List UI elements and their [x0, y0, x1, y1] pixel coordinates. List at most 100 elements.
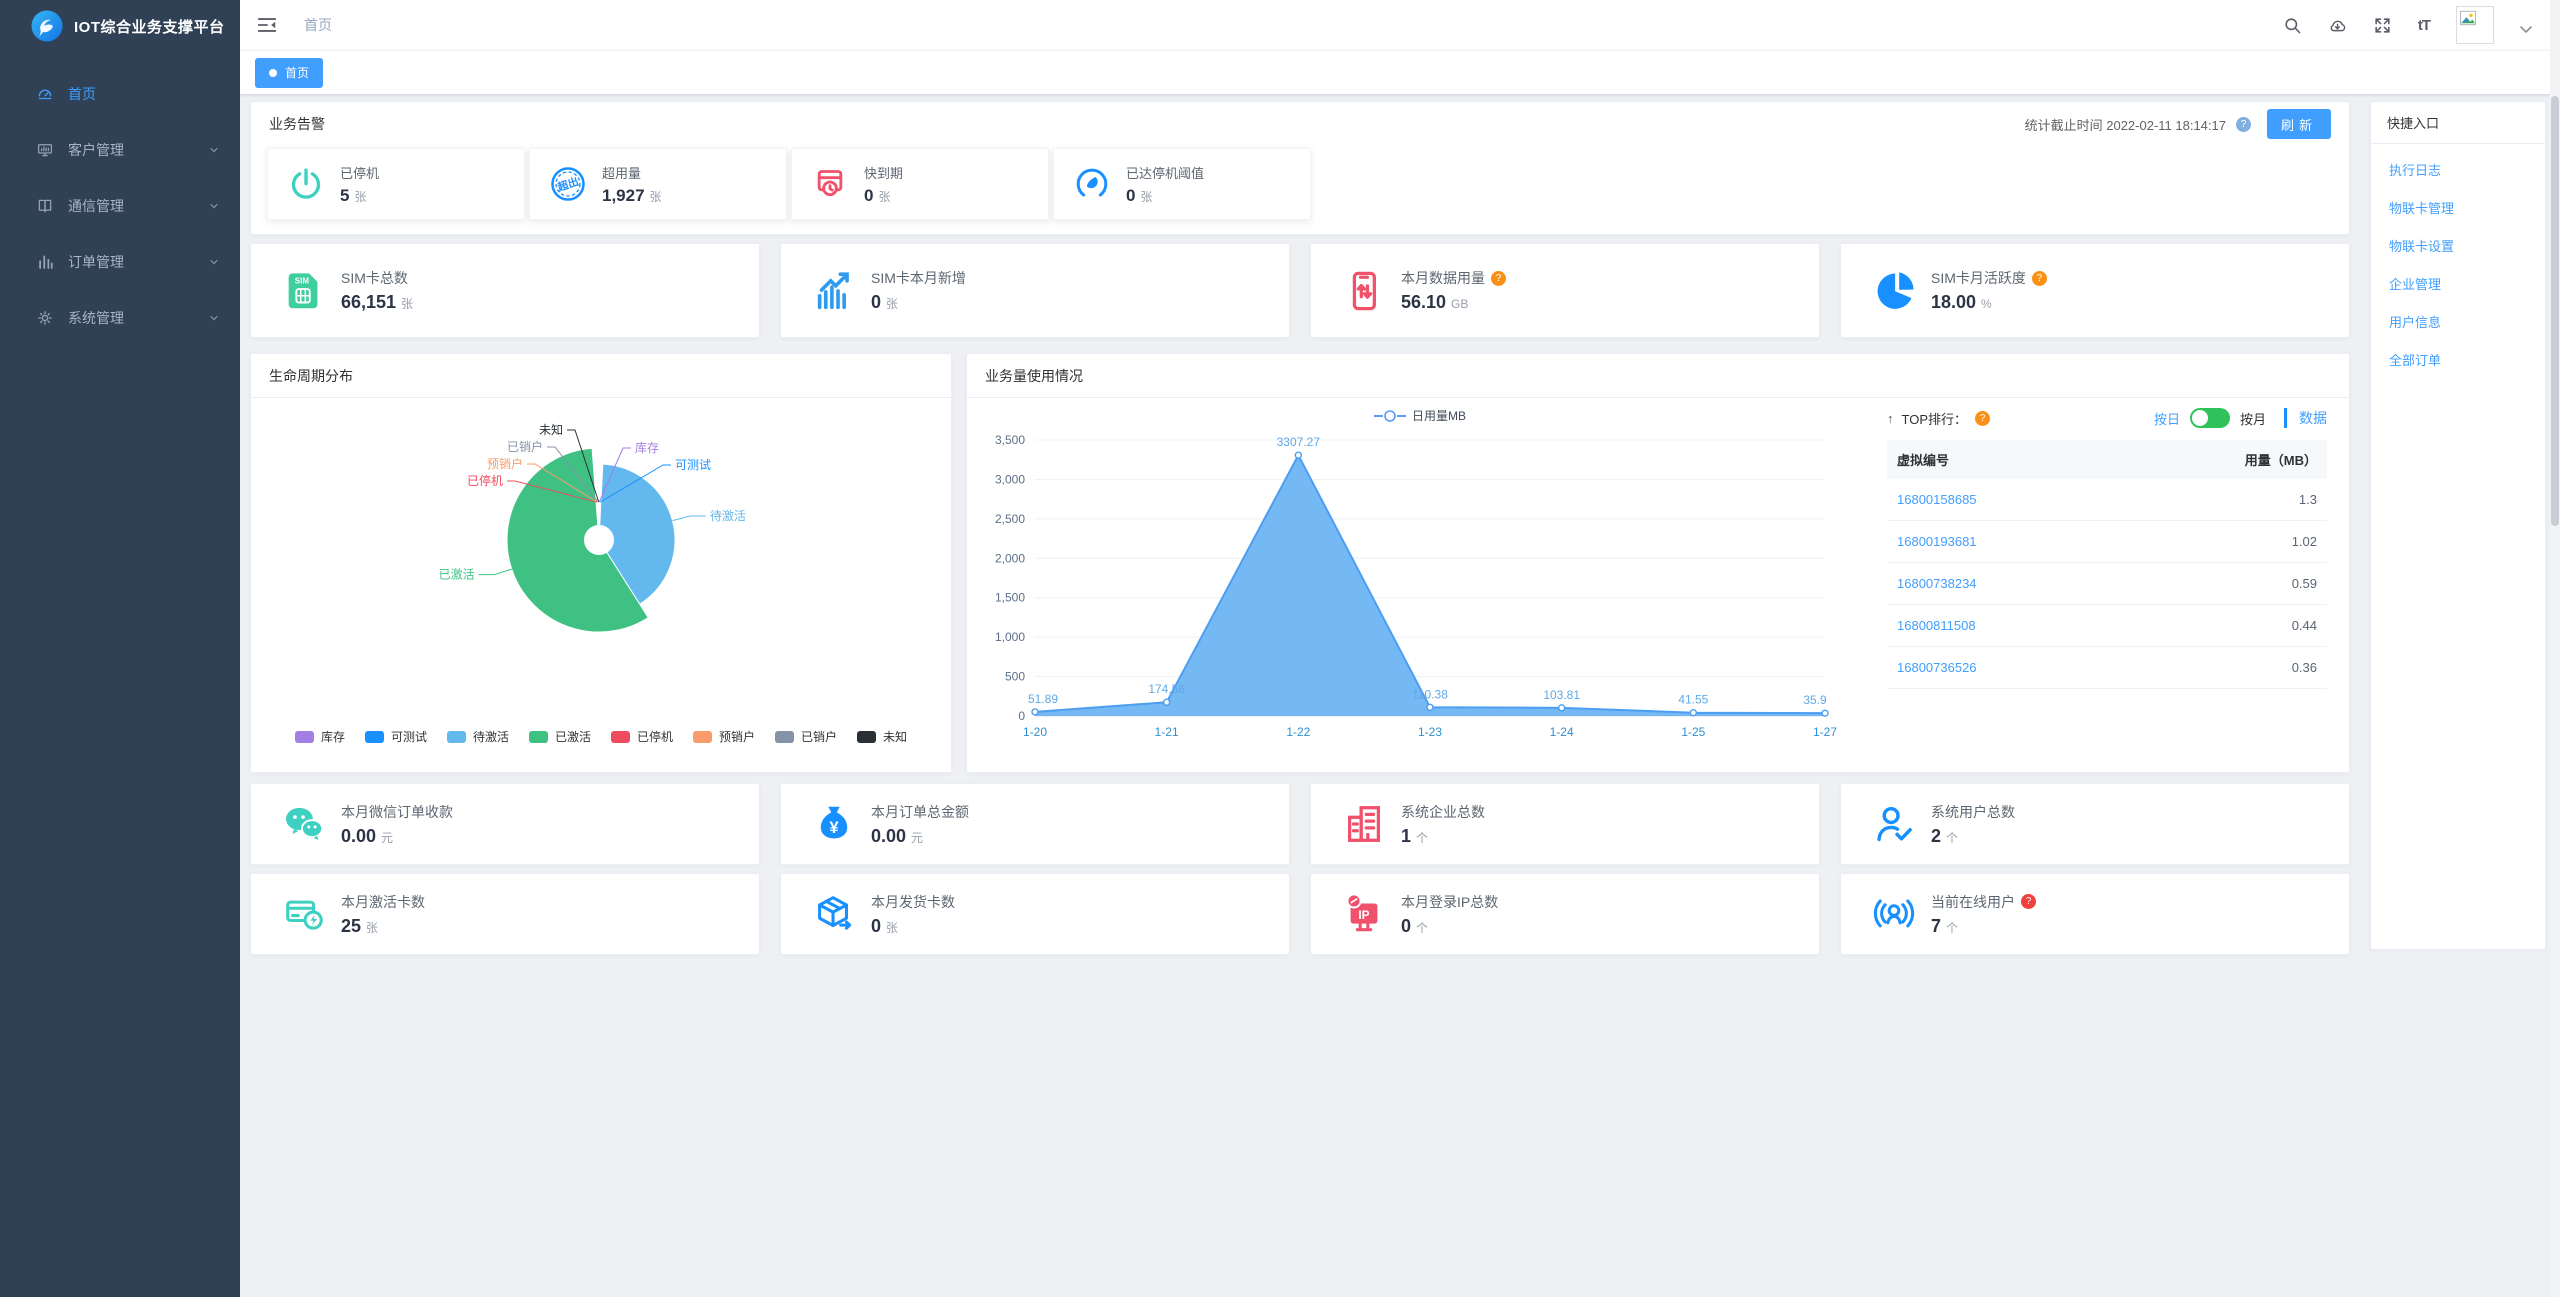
sidebar-item-home[interactable]: 首页 [0, 66, 240, 122]
legend-label: 已销户 [801, 730, 838, 744]
quick-link[interactable]: 全部订单 [2389, 353, 2442, 368]
sidebar-item-orders[interactable]: 订单管理 [0, 234, 240, 290]
sidebar-item-communication[interactable]: 通信管理 [0, 178, 240, 234]
svg-text:1-27: 1-27 [1813, 725, 1837, 739]
mode-by-month[interactable]: 按月 [2239, 411, 2266, 427]
sidebar-collapse-icon[interactable] [256, 14, 278, 36]
help-icon[interactable]: ? [2031, 270, 2047, 286]
sidebar-item-label: 首页 [68, 86, 96, 102]
help-icon[interactable]: ? [2021, 894, 2036, 909]
rank-row: 16800811508 0.44 [1887, 604, 2327, 647]
pie-legend-item[interactable]: 预销户 [693, 728, 755, 745]
rank-sim-number[interactable]: 16800736526 [1897, 660, 1977, 675]
quick-link[interactable]: 执行日志 [2389, 163, 2442, 178]
rank-col-usage: 用量（MB） [2115, 440, 2327, 479]
legend-swatch [693, 730, 713, 743]
rank-sim-number[interactable]: 16800738234 [1897, 576, 1977, 591]
tab-strip: 首页 [240, 50, 2560, 95]
font-size-icon[interactable]: tT [2417, 16, 2431, 34]
pie-legend-item[interactable]: 已激活 [528, 728, 591, 745]
tab-active-dot [269, 68, 277, 77]
usage-card: 业务量使用情况 0 500 1,000 1,500 2,000 2,500 3,000 3,5… [966, 353, 2350, 773]
pie-legend-item[interactable]: 库存 [294, 728, 345, 745]
rank-row: 16800736526 0.36 [1887, 646, 2327, 689]
book-icon [36, 197, 54, 215]
caret-down-icon[interactable] [2520, 21, 2532, 34]
help-icon[interactable]: ? [1491, 270, 1506, 286]
alarm-card-header: 业务告警 统计截止时间 2022-02-11 18:14:17 ? 刷新 [251, 102, 2349, 146]
help-icon[interactable]: ? [2235, 116, 2251, 132]
chevron-down-icon [208, 144, 220, 156]
rank-usage-value: 0.59 [2115, 562, 2327, 605]
svg-text:41.55: 41.55 [1678, 693, 1708, 707]
user-check-icon [1871, 801, 1917, 847]
legend-swatch [611, 730, 630, 743]
pie-icon [1871, 268, 1917, 314]
help-icon[interactable]: ? [1975, 410, 1990, 426]
sidebar-menu: 首页 客户管理 通信管理 订单管理 系统管理 [0, 52, 240, 346]
ip-monitor-icon: IP [1341, 891, 1387, 937]
topbar: 首页 tT [240, 0, 2560, 50]
svg-text:1-21: 1-21 [1155, 725, 1179, 739]
day-month-toggle[interactable] [2189, 408, 2230, 428]
gear-icon [36, 309, 54, 327]
rank-usage-value: 1.02 [2115, 520, 2327, 563]
alarm-card: 业务告警 统计截止时间 2022-02-11 18:14:17 ? 刷新 已停机… [250, 101, 2350, 235]
mode-by-day[interactable]: 按日 [2153, 411, 2180, 427]
sidebar-item-label: 订单管理 [68, 254, 124, 270]
overuse-stamp-icon: 超出 [548, 164, 588, 204]
svg-text:174.56: 174.56 [1148, 682, 1185, 696]
expiry-clock-icon [810, 164, 850, 204]
refresh-button[interactable]: 刷新 [2266, 109, 2331, 139]
svg-text:2,000: 2,000 [995, 551, 1025, 565]
avatar[interactable] [2456, 6, 2494, 44]
rank-title: TOP排行： [1901, 411, 1968, 427]
svg-text:已停机: 已停机 [467, 473, 503, 488]
sidebar-item-customers[interactable]: 客户管理 [0, 122, 240, 178]
search-icon[interactable] [2283, 16, 2302, 35]
wechat-icon [281, 801, 327, 847]
scrollbar-thumb[interactable] [2551, 96, 2559, 526]
gauge-threshold-icon [1072, 164, 1112, 204]
svg-text:1-25: 1-25 [1681, 725, 1705, 739]
svg-text:51.89: 51.89 [1028, 692, 1058, 706]
rank-sim-number[interactable]: 16800193681 [1897, 534, 1977, 549]
pie-legend-item[interactable]: 已停机 [611, 728, 673, 745]
data-button[interactable]: 数据 [2284, 408, 2327, 428]
tab-home[interactable]: 首页 [255, 57, 324, 88]
breadcrumb[interactable]: 首页 [304, 17, 332, 33]
rank-sim-number[interactable]: 16800158685 [1897, 492, 1977, 507]
rank-sim-number[interactable]: 16800811508 [1897, 618, 1976, 633]
svg-text:未知: 未知 [539, 423, 563, 437]
dashboard-icon [36, 85, 54, 103]
quick-link[interactable]: 用户信息 [2389, 315, 2442, 330]
rank-table: 虚拟编号 用量（MB） 16800158685 1.3 16800193681 1.0… [1887, 440, 2327, 689]
rank-row: 16800738234 0.59 [1887, 562, 2327, 605]
sidebar-item-label: 通信管理 [68, 198, 124, 214]
rank-usage-value: 0.44 [2115, 604, 2327, 647]
pie-legend-item[interactable]: 未知 [857, 728, 907, 745]
building-icon [1341, 801, 1387, 847]
power-icon [286, 164, 326, 204]
quick-link[interactable]: 物联卡设置 [2389, 239, 2455, 254]
fullscreen-icon[interactable] [2373, 16, 2392, 35]
svg-text:1-24: 1-24 [1550, 725, 1574, 739]
quick-entry-panel: 快捷入口 执行日志 物联卡管理 物联卡设置 企业管理 用户信息 全部订单 [2370, 101, 2546, 950]
svg-text:110.38: 110.38 [1412, 687, 1448, 701]
legend-swatch [364, 730, 384, 743]
quick-link[interactable]: 企业管理 [2389, 277, 2442, 292]
cloud-download-icon[interactable] [2328, 16, 2347, 35]
pie-legend-item[interactable]: 已销户 [775, 728, 837, 745]
quick-link[interactable]: 物联卡管理 [2389, 201, 2455, 216]
pie-legend-item[interactable]: 待激活 [446, 728, 509, 745]
pie-legend-item[interactable]: 可测试 [364, 728, 427, 745]
quick-links: 执行日志物联卡管理物联卡设置企业管理用户信息全部订单 [2371, 144, 2545, 404]
svg-text:500: 500 [1005, 670, 1025, 684]
sidebar-item-system[interactable]: 系统管理 [0, 290, 240, 346]
rank-col-id: 虚拟编号 [1887, 440, 2116, 479]
bar-chart-icon [36, 253, 54, 271]
